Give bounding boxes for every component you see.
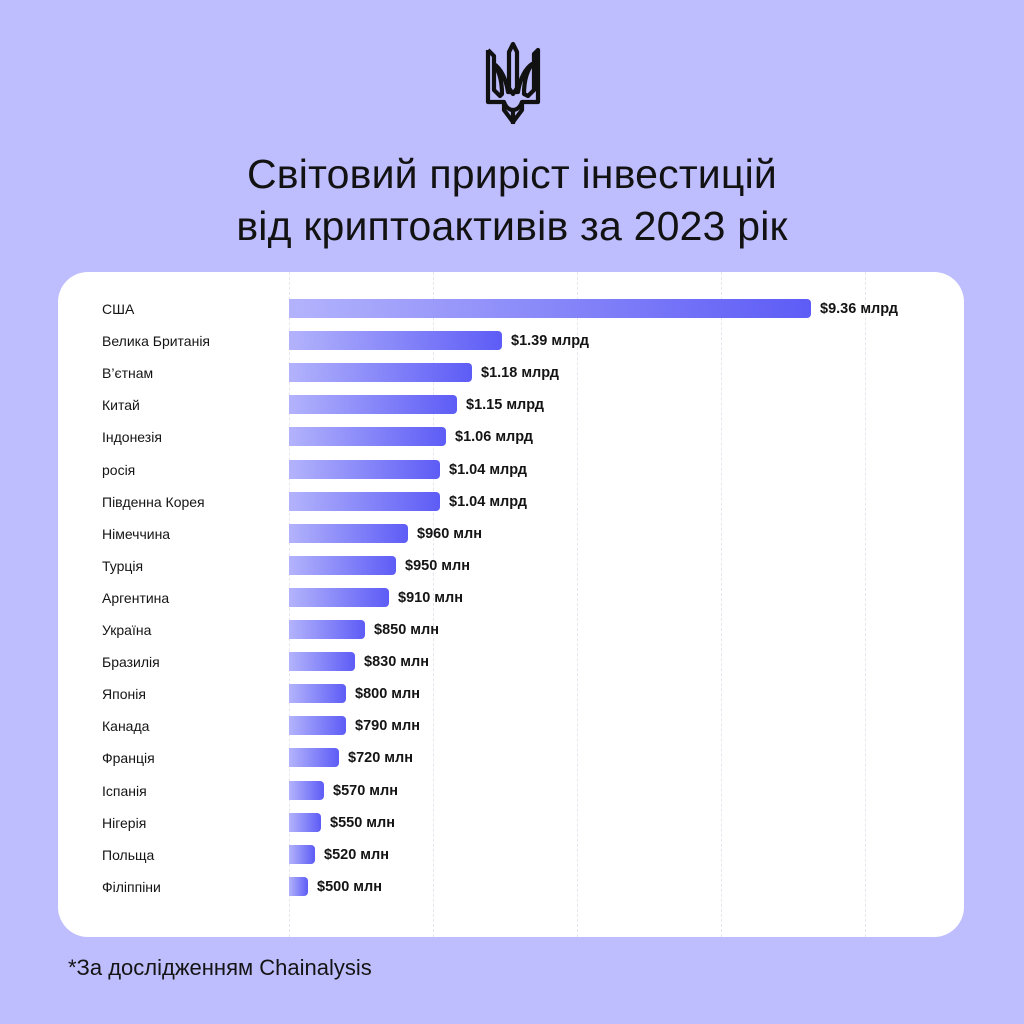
country-label: Аргентина [102,589,170,606]
bar-row: Польща $520 млн [58,844,964,865]
bar-row: Франція $720 млн [58,748,964,768]
bar-row: Канада $790 млн [58,716,964,736]
country-label: Турція [102,557,144,574]
country-label: Україна [102,622,152,638]
bar [289,299,811,318]
value-label: $550 млн [330,814,395,831]
gridline [433,272,434,937]
value-label: $1.18 млрд [481,365,559,382]
country-label: Німеччина [102,525,171,542]
country-label: Франція [102,750,155,767]
country-label: Індонезія [102,429,162,446]
value-label: $800 млн [355,686,420,703]
bar [289,876,308,896]
title-line-2: від криптоактивів за 2023 рік [236,203,788,249]
country-label: В’єтнам [102,365,154,382]
bar [289,331,502,351]
value-label: $830 млн [364,654,429,671]
value-label: $950 млн [405,557,470,574]
country-label: Польща [102,846,155,863]
ukrainian-trident-icon [485,41,541,125]
bar-row: Турція $950 млн [58,555,964,576]
value-label: $500 млн [317,878,382,895]
value-label: $1.15 млрд [466,397,544,414]
title-line-1: Світовий приріст інвестицій [246,151,778,197]
value-label: $9.36 млрд [820,301,898,317]
country-label: Бразилія [102,654,160,671]
country-label: Канада [102,718,150,735]
country-label: Іспанія [102,782,147,799]
bar [289,652,355,672]
bar-row: Німеччина $960 млн [58,523,964,544]
bar [289,363,472,383]
value-label: $570 млн [333,782,398,799]
bar [289,491,440,511]
bar-row: Японія $800 млн [58,684,964,704]
value-label: $960 млн [417,525,482,542]
value-label: $1.39 млрд [511,333,589,350]
bar-row: Велика Британія $1.39 млрд [58,331,964,351]
value-label: $790 млн [355,718,420,735]
bar [289,427,446,447]
bar-row: Іспанія $570 млн [58,780,964,801]
bar [289,395,457,415]
bar-row: Україна $850 млн [58,620,964,640]
bar-row: Бразилія $830 млн [58,652,964,672]
country-label: Велика Британія [102,333,211,350]
value-label: $1.06 млрд [455,429,533,446]
country-label: Південна Корея [102,493,205,510]
bar-row: Аргентина $910 млн [58,587,964,608]
bar-row: Філіппіни $500 млн [58,876,964,897]
bar [289,555,396,575]
bar [289,587,389,607]
bar [289,716,346,736]
value-label: $1.04 млрд [449,493,527,510]
bar-row: США $9.36 млрд [58,299,964,319]
bar [289,844,315,864]
source-footnote: *За дослідженням Chainalysis [68,955,372,980]
bar-row: Нігерія $550 млн [58,812,964,833]
country-label: росія [102,461,136,478]
page-title: Світовий приріст інвестицій від криптоак… [0,148,1024,252]
country-label: Філіппіни [102,878,161,895]
gridline [577,272,578,937]
bar [289,780,324,800]
bar-row: Індонезія $1.06 млрд [58,427,964,447]
value-label: $520 млн [324,846,389,863]
bar-row: В’єтнам $1.18 млрд [58,363,964,383]
gridline [721,272,722,937]
bar [289,620,365,639]
value-label: $1.04 млрд [449,461,527,478]
country-label: США [102,301,135,317]
country-label: Китай [102,397,140,414]
gridline [865,272,866,937]
country-label: Нігерія [102,814,147,831]
value-label: $910 млн [398,589,463,606]
value-label: $850 млн [374,622,439,638]
bar-row: Китай $1.15 млрд [58,395,964,415]
bar [289,523,408,543]
bar [289,748,339,768]
chart-card: США $9.36 млрд Велика Британія $1.39 млрд В’… [58,272,964,937]
bar [289,459,440,479]
country-label: Японія [102,686,146,703]
bar-row: росія $1.04 млрд [58,459,964,480]
bar [289,812,321,832]
bar-row: Південна Корея $1.04 млрд [58,491,964,512]
bar [289,684,346,704]
value-label: $720 млн [348,750,413,767]
